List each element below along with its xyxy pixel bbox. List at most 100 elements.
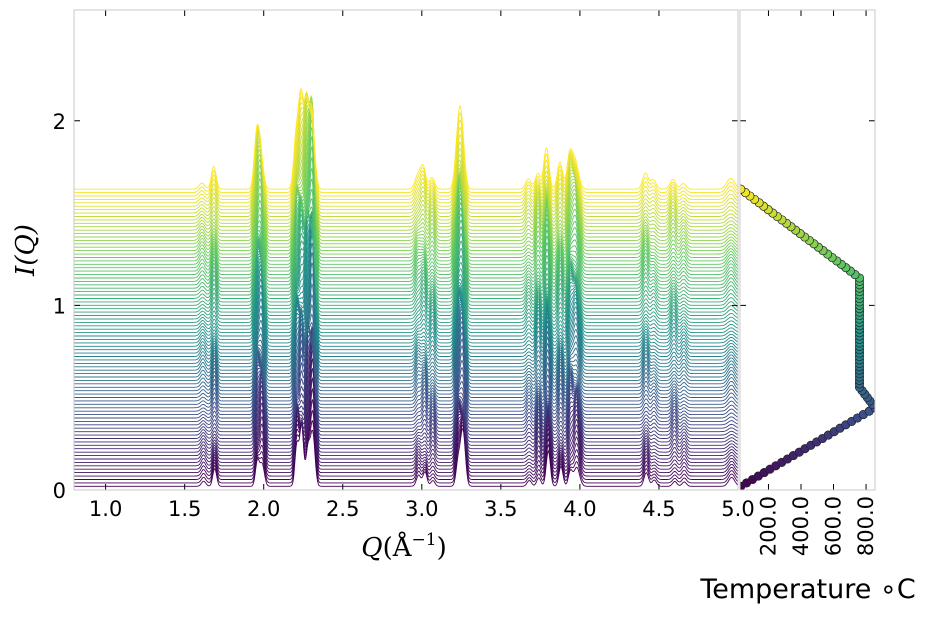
series-line [74, 398, 738, 477]
series-line [74, 167, 738, 272]
series-line [74, 207, 738, 303]
x-tick-label: 1.5 [168, 497, 201, 521]
series-line [74, 321, 738, 405]
series-line [74, 330, 738, 429]
x-axis-label: Q(Å−1) [361, 530, 446, 563]
series-line [74, 282, 738, 375]
x-axis-label-var: Q [361, 533, 382, 563]
series-line [74, 242, 738, 361]
series-line [74, 234, 738, 357]
series-line [74, 342, 738, 457]
series-line [74, 215, 738, 327]
series-line [74, 110, 738, 252]
series-line [74, 208, 738, 296]
series-line [74, 273, 738, 371]
series-line [74, 326, 738, 426]
series-line [74, 96, 738, 221]
series-line [74, 323, 738, 402]
series-line [74, 322, 738, 419]
series-line [74, 178, 738, 276]
series-line [74, 188, 738, 279]
series-line [74, 312, 738, 388]
series-line [74, 325, 738, 436]
y-tick-label: 1 [53, 294, 66, 318]
x-tick-label: 2.5 [326, 497, 359, 521]
temperature-tick-label: 800.0 [854, 496, 878, 556]
series-line [74, 216, 738, 347]
series-line [74, 227, 738, 354]
series-line [74, 91, 738, 204]
series-line [74, 212, 738, 323]
series-line [74, 303, 738, 381]
series-line [74, 213, 738, 330]
series-line [74, 93, 738, 214]
series-line [74, 117, 738, 255]
series-line [74, 156, 738, 269]
series-line [74, 211, 738, 334]
series-line [74, 98, 738, 241]
series-line [74, 387, 738, 474]
series-line [74, 87, 738, 190]
series-line [74, 221, 738, 351]
series-line [74, 205, 738, 310]
temperature-tick-label: 600.0 [822, 496, 846, 556]
series-line [74, 321, 738, 416]
series-line [74, 95, 738, 231]
series-line [74, 409, 738, 480]
series-line [74, 368, 738, 467]
series-line [74, 91, 738, 207]
series-line [74, 325, 738, 439]
series-line [74, 92, 738, 200]
series-line [74, 210, 738, 320]
series-line [74, 319, 738, 395]
temperature-point [740, 184, 746, 194]
series-line [74, 357, 738, 463]
series-line [74, 323, 738, 422]
series-line [74, 332, 738, 450]
series-line [74, 376, 738, 470]
series-line [74, 125, 738, 258]
series-line [74, 206, 738, 306]
series-line [74, 93, 738, 197]
temperature-frame [739, 9, 876, 491]
series-line [74, 135, 738, 262]
x-tick-label: 4.0 [563, 497, 596, 521]
temperature-points-group [740, 184, 875, 490]
x-tick-label: 5.0 [721, 497, 754, 521]
series-line [74, 105, 738, 248]
series-line [74, 145, 738, 265]
x-tick-label: 3.5 [484, 497, 517, 521]
series-line [74, 91, 738, 194]
series-line [74, 326, 738, 443]
series-line [74, 91, 738, 211]
series-line [74, 262, 738, 368]
series-line [74, 100, 738, 224]
series-line [74, 320, 738, 409]
series-line [74, 196, 738, 282]
temperature-tick-label: 200.0 [756, 496, 780, 556]
series-line [74, 327, 738, 433]
series-line [74, 315, 738, 392]
x-tick-label: 4.5 [642, 497, 675, 521]
waterfall-frame [73, 9, 739, 491]
y-tick-label: 0 [53, 479, 66, 503]
x-tick-label: 1.0 [89, 497, 122, 521]
x-axis-label-exponent: −1 [412, 530, 437, 550]
temperature-tick-label: 400.0 [789, 496, 813, 556]
x-axis-label-unit: Å [392, 531, 413, 563]
series-line [74, 328, 738, 446]
y-axis-label: I(Q) [11, 224, 41, 277]
series-line [74, 336, 738, 453]
series-line [74, 213, 738, 344]
waterfall-series-group [74, 87, 738, 487]
series-line [74, 211, 738, 340]
temperature-axis-label: Temperature ∘C [699, 574, 915, 605]
series-line [74, 94, 738, 217]
waterfall-plot-area [74, 10, 738, 490]
series-line [74, 292, 738, 378]
series-line [74, 94, 738, 235]
series-line [74, 95, 738, 238]
series-line [74, 252, 738, 364]
